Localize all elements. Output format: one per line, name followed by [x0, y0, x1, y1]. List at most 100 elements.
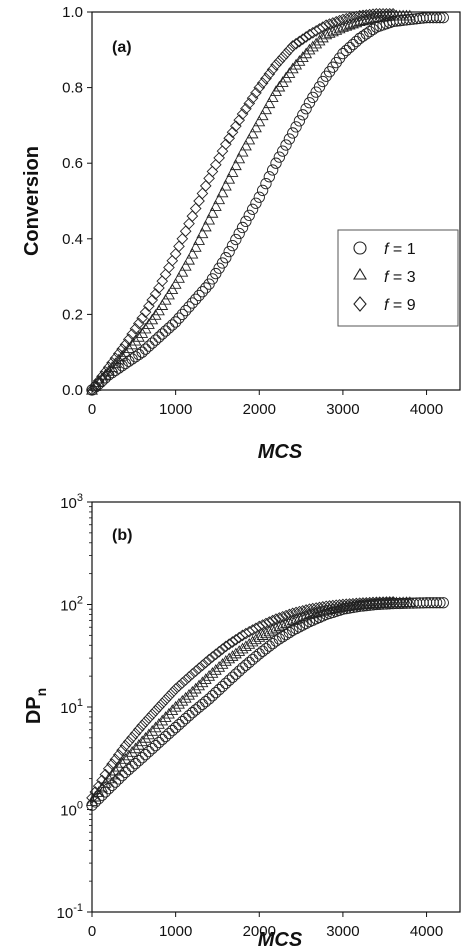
point-a-circle: [159, 325, 172, 337]
point-a-diamond: [196, 187, 209, 200]
point-b-triangle: [136, 735, 149, 747]
point-a-circle: [273, 151, 285, 163]
point-a-diamond: [350, 10, 363, 23]
point-a-triangle: [266, 91, 279, 103]
point-a-diamond: [189, 202, 202, 215]
point-a-triangle: [209, 200, 222, 211]
point-b-diamond: [122, 735, 135, 748]
point-a-triangle: [169, 278, 182, 289]
point-b-circle: [210, 687, 222, 699]
point-a-triangle: [239, 139, 252, 151]
point-b-diamond: [143, 712, 155, 724]
point-b-circle: [136, 752, 148, 764]
point-a-diamond: [209, 158, 222, 171]
point-a-triangle: [193, 234, 206, 245]
point-a-triangle: [186, 247, 199, 259]
point-b-diamond: [293, 605, 306, 618]
point-a-diamond: [193, 195, 205, 207]
point-b-diamond: [316, 601, 329, 613]
point-a-circle: [236, 221, 249, 234]
point-b-diamond: [253, 620, 266, 633]
point-a-circle: [434, 12, 446, 24]
point-a-triangle: [216, 186, 229, 198]
point-a-diamond: [260, 72, 272, 85]
point-b-triangle: [256, 629, 269, 640]
legend-circle-marker: [353, 241, 367, 255]
y-tick-label-a: 1.0: [62, 4, 83, 21]
legend-item-f1: f = 1: [353, 241, 416, 258]
point-a-triangle: [203, 213, 216, 225]
point-b-diamond: [153, 701, 165, 713]
point-b-diamond: [303, 603, 316, 616]
point-b-diamond: [109, 753, 122, 766]
point-a-circle: [156, 328, 168, 340]
y-axis-label-b-sub: n: [33, 688, 49, 697]
point-b-diamond: [96, 774, 108, 787]
panel-b: (b) DPn MCS 0 1000 2000 3000 4000 10-1 100 101 1…: [23, 492, 461, 950]
point-b-diamond: [183, 671, 195, 683]
point-a-circle: [200, 282, 212, 294]
x-axis-label-a: MCS: [258, 441, 303, 463]
point-a-triangle: [132, 330, 145, 342]
point-a-triangle: [306, 40, 319, 52]
point-b-triangle: [126, 745, 139, 757]
point-a-diamond: [323, 18, 336, 30]
point-b-triangle: [176, 694, 189, 706]
point-b-circle: [166, 724, 178, 737]
point-a-circle: [287, 127, 299, 139]
point-b-triangle: [132, 738, 145, 750]
point-b-diamond: [149, 704, 162, 717]
point-b-circle: [196, 698, 209, 711]
point-b-circle: [253, 648, 265, 660]
legend-item-f9: f = 9: [353, 296, 416, 314]
point-a-circle: [163, 322, 175, 334]
point-b-circle: [273, 633, 285, 645]
legend-item-f3: f = 3: [353, 267, 416, 286]
point-b-triangle: [149, 721, 162, 733]
point-a-diamond: [226, 126, 239, 139]
point-b-circle: [116, 770, 128, 782]
point-a-diamond: [327, 17, 339, 29]
point-a-circle: [240, 215, 252, 228]
point-a-diamond: [199, 180, 212, 192]
point-b-circle: [233, 665, 245, 677]
point-b-circle: [186, 707, 199, 719]
point-b-circle: [263, 640, 275, 652]
point-a-diamond: [119, 338, 132, 351]
point-a-circle: [146, 337, 158, 349]
x-tick-label-b: 4000: [410, 923, 443, 940]
point-b-diamond: [226, 636, 239, 648]
y-tick-label-b: 102: [60, 595, 83, 615]
point-a-diamond: [256, 77, 269, 89]
point-b-triangle: [199, 673, 212, 684]
point-b-triangle: [173, 697, 185, 709]
point-a-diamond: [163, 261, 175, 274]
point-b-diamond: [156, 697, 169, 710]
legend-label-f9: f = 9: [384, 297, 416, 314]
x-tick-label-a: 4000: [410, 401, 443, 418]
y-axis-label-b-main: DP: [23, 696, 45, 724]
x-tick-label-a: 3000: [326, 401, 359, 418]
legend-label-f1: f = 1: [384, 241, 416, 258]
point-b-triangle: [116, 756, 129, 768]
point-b-diamond: [340, 598, 353, 611]
point-a-triangle: [183, 253, 195, 265]
point-b-diamond: [166, 686, 179, 699]
panel-label-b: (b): [112, 527, 132, 544]
point-a-triangle: [310, 37, 323, 49]
point-a-diamond: [273, 55, 286, 67]
point-a-triangle: [296, 51, 309, 62]
point-a-diamond: [230, 120, 242, 132]
point-a-diamond: [159, 268, 172, 281]
point-b-diamond: [146, 708, 159, 721]
point-a-diamond: [169, 248, 182, 260]
y-axis-label-b: DPn: [23, 688, 49, 724]
point-b-circle: [250, 651, 262, 663]
legend: f = 1 f = 3 f = 9: [337, 229, 459, 327]
point-a-circle: [430, 12, 443, 24]
x-tick-label-a: 1000: [159, 401, 192, 418]
point-a-triangle: [173, 271, 185, 283]
point-b-triangle: [102, 772, 115, 784]
point-b-diamond: [286, 607, 299, 620]
